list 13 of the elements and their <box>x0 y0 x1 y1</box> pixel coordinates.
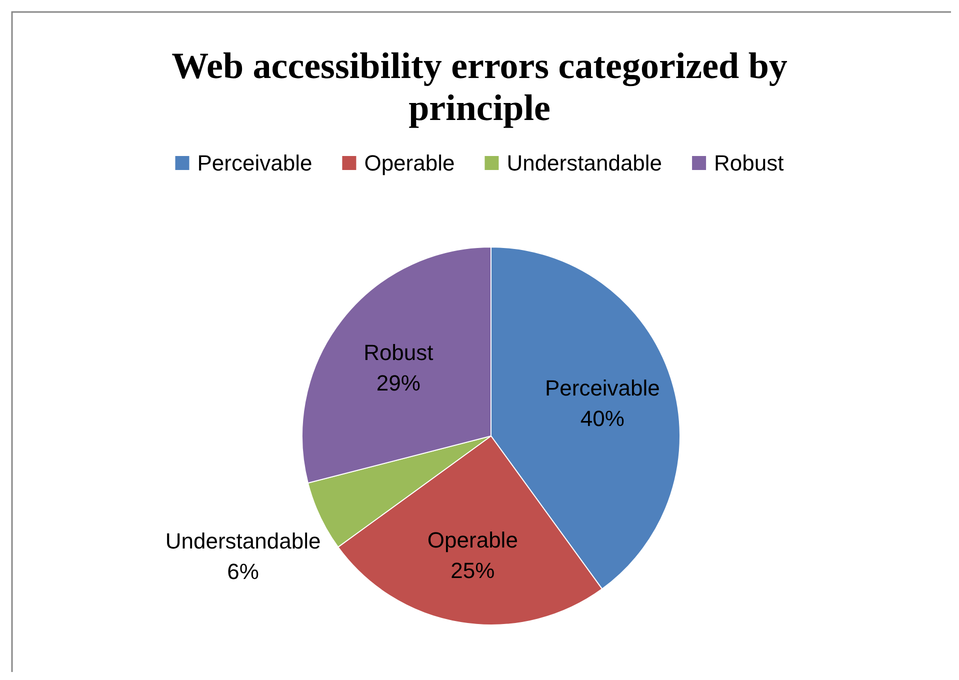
data-label: 6% <box>227 559 259 584</box>
chart-title: Web accessibility errors categorized by principle <box>172 46 788 129</box>
data-label: 25% <box>450 558 495 584</box>
slice-label: Understandable <box>165 528 321 554</box>
data-label: 40% <box>580 406 624 432</box>
data-label: 29% <box>376 370 420 396</box>
slice-label: Robust <box>364 340 434 365</box>
legend-label: Operable <box>364 150 455 176</box>
slice-label: Perceivable <box>544 375 660 400</box>
legend-label: Perceivable <box>197 150 312 176</box>
legend-label: Robust <box>714 150 784 176</box>
slice-label: Operable <box>427 527 518 552</box>
legend-label: Understandable <box>506 150 662 176</box>
